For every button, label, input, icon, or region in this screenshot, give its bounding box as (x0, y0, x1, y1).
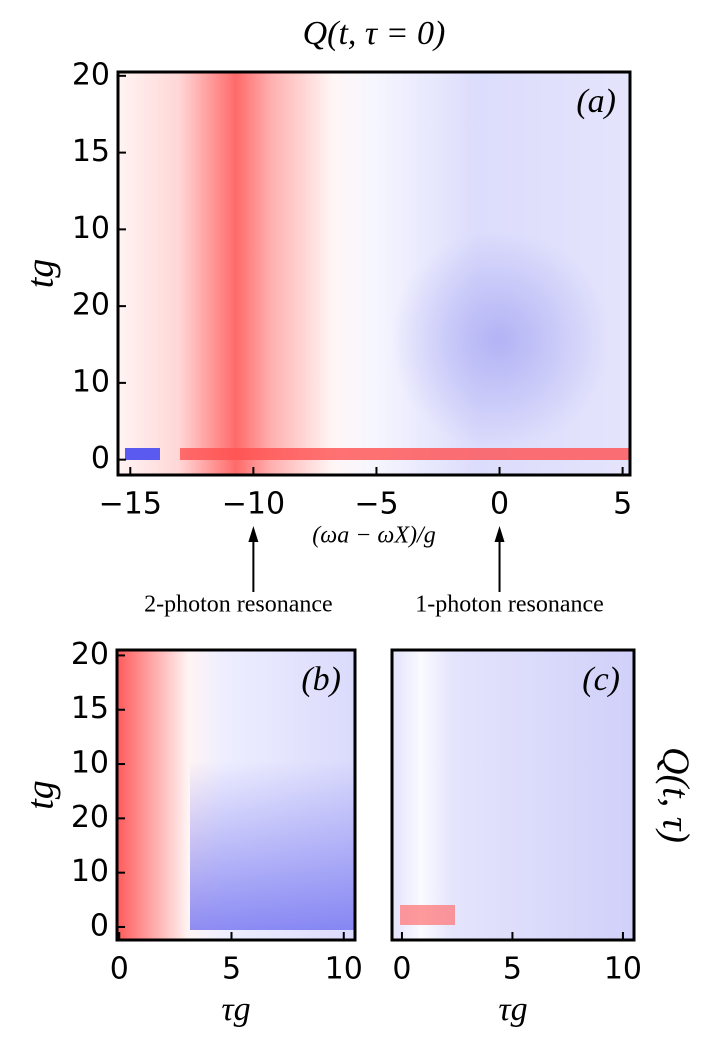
heatmap-a-stripe-blue (125, 448, 160, 460)
y-tick-label: 20 (71, 637, 109, 672)
x-tick-label: 0 (490, 487, 509, 522)
panel-label: (c) (582, 661, 620, 698)
heatmap-a-blob (390, 230, 610, 450)
heatmap-c-stripe (400, 905, 455, 925)
annotation: 1-photon resonance (415, 592, 604, 618)
heatmap-b-blue (190, 760, 355, 930)
x-tick-label: 5 (222, 952, 241, 987)
frame (116, 70, 632, 477)
x-tick-label: −5 (354, 487, 398, 522)
arrow-head (248, 526, 259, 542)
y-tick-label: 10 (72, 211, 110, 246)
y-tick-label: 0 (90, 908, 109, 943)
frame (115, 648, 357, 942)
y-tick-label: 10 (72, 364, 110, 399)
panel-label: (a) (576, 83, 616, 120)
x-tick-label: 0 (110, 952, 129, 987)
x-tick-label: 10 (604, 952, 642, 987)
annotation: 2-photon resonance (144, 592, 333, 618)
x-tick-label: 5 (613, 487, 632, 522)
heatmap-c (392, 650, 634, 940)
x-tick-label: −10 (222, 487, 285, 522)
y-tick-label: 10 (71, 746, 109, 781)
panel-label: (b) (301, 661, 341, 698)
colorbar-label: Q(t, τ) (654, 747, 696, 843)
x-axis-label: τg (498, 991, 527, 1028)
y-tick-label: 0 (91, 441, 110, 476)
y-axis-label: tg (20, 780, 62, 810)
heatmaps (117, 72, 634, 940)
y-axis-label: tg (20, 259, 62, 289)
y-tick-label: 15 (71, 691, 109, 726)
y-tick-label: 20 (71, 800, 109, 835)
x-axis-label: (ωa − ωX)/g (312, 523, 435, 549)
x-tick-label: 10 (325, 952, 363, 987)
arrow-head (494, 526, 505, 542)
y-tick-label: 10 (71, 854, 109, 889)
heatmap-a-stripe (180, 448, 630, 460)
x-tick-label: 5 (503, 952, 522, 987)
x-tick-label: −15 (99, 487, 162, 522)
x-axis-label: τg (221, 991, 250, 1028)
y-tick-label: 20 (72, 288, 110, 323)
y-tick-label: 20 (72, 57, 110, 92)
y-tick-label: 15 (72, 134, 110, 169)
chart-title: Q(t, τ = 0) (303, 15, 446, 52)
x-tick-label: 0 (392, 952, 411, 987)
